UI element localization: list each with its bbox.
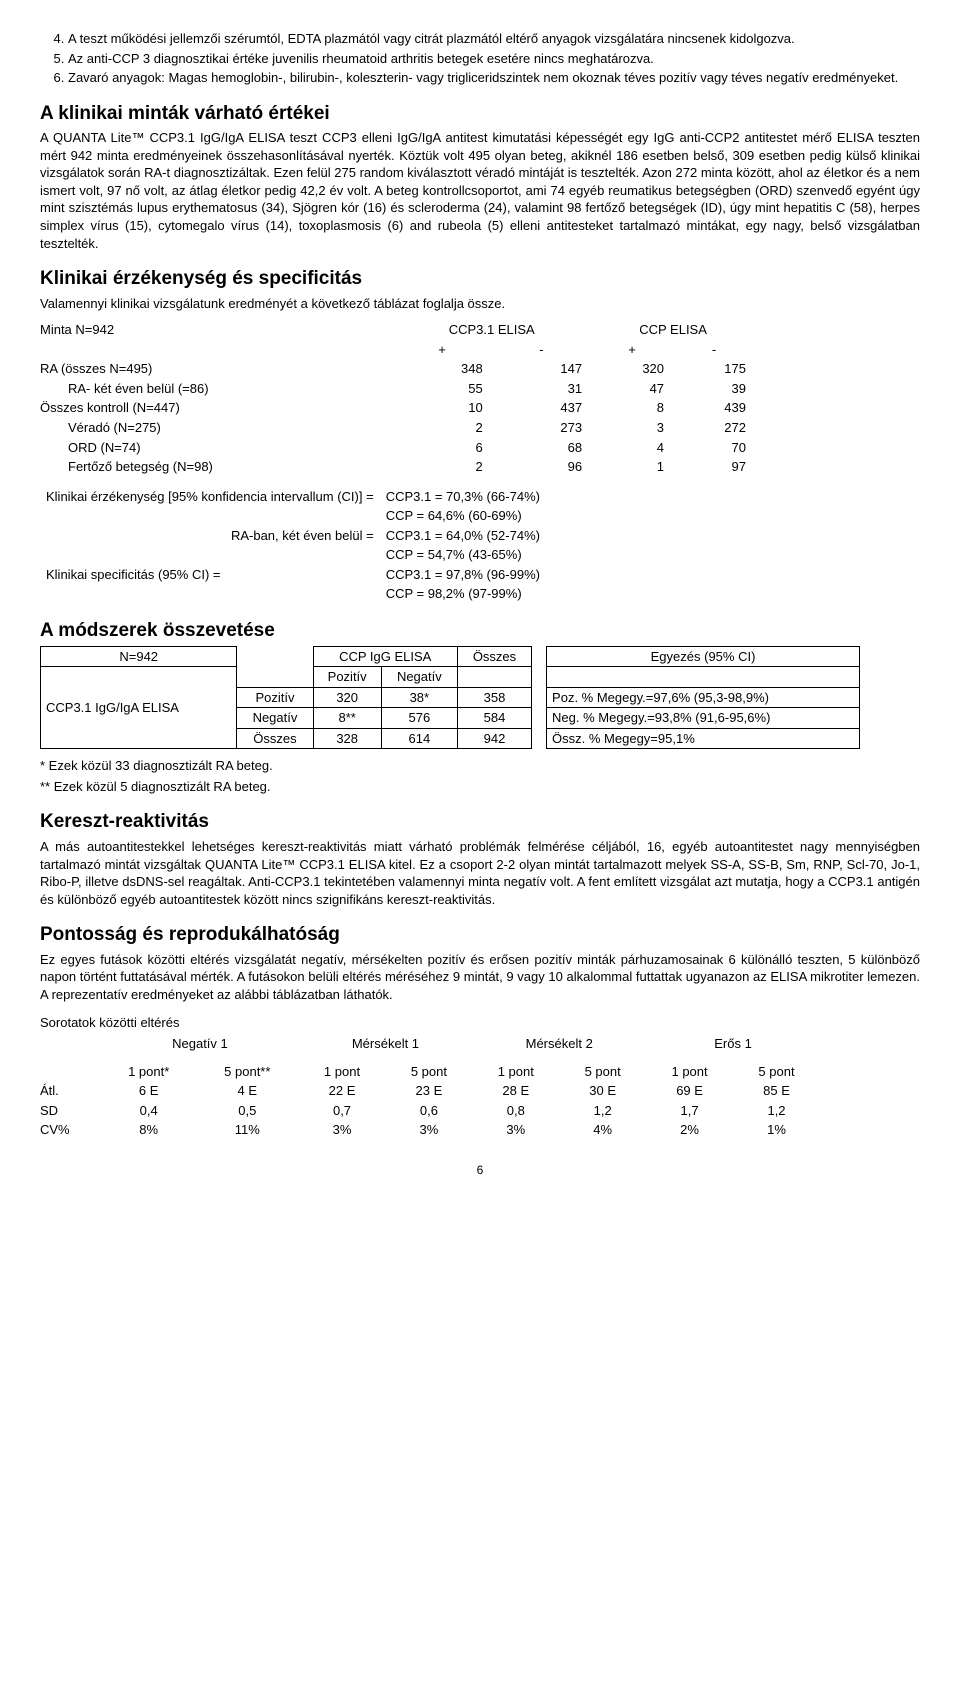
page-number: 6 [40,1162,920,1178]
note-6: Zavaró anyagok: Magas hemoglobin-, bilir… [68,69,920,87]
method-footnote-1: * Ezek közül 33 diagnosztizált RA beteg. [40,757,920,775]
plus2: + [596,340,678,360]
sens-col2: CCP ELISA [596,320,760,340]
sens-col0: Minta N=942 [40,320,397,340]
minus2: - [678,340,760,360]
sens-col1: CCP3.1 ELISA [397,320,596,340]
repro-row-sd: SD 0,4 0,5 0,7 0,6 0,8 1,2 1,7 1,2 [40,1101,820,1121]
note-5: Az anti-CCP 3 diagnosztikai értéke juven… [68,50,920,68]
sensitivity-title: Klinikai érzékenység és specificitás [40,266,920,292]
sens-row: Összes kontroll (N=447)104378439 [40,398,760,418]
method-footnote-2: ** Ezek közül 5 diagnosztizált RA beteg. [40,778,920,796]
sens-row: Véradó (N=275)22733272 [40,418,760,438]
sens-row: RA- két éven belül (=86)55314739 [40,379,760,399]
plus: + [397,340,496,360]
expected-values-title: A klinikai minták várható értékei [40,101,920,127]
sens-row: RA (összes N=495)348147320175 [40,359,760,379]
method-comparison-table: N=942 CCP IgG ELISA Összes Egyezés (95% … [40,646,860,750]
notes-list: A teszt működési jellemzői szérumtól, ED… [40,30,920,87]
sens-row: ORD (N=74)668470 [40,438,760,458]
sensitivity-table: Minta N=942 CCP3.1 ELISA CCP ELISA + - +… [40,320,760,476]
repro-row-cv: CV% 8% 11% 3% 3% 3% 4% 2% 1% [40,1120,820,1140]
sensitivity-intro: Valamennyi klinikai vizsgálatunk eredmén… [40,295,920,313]
sens-row: Fertőző betegség (N=98)296197 [40,457,760,477]
row-label: CCP3.1 IgG/IgA ELISA [41,667,237,749]
repro-table: Negatív 1 Mérsékelt 1 Mérsékelt 2 Erős 1… [40,1034,820,1140]
reproducibility-body: Ez egyes futások közötti eltérés vizsgál… [40,951,920,1004]
method-comparison-title: A módszerek összevetése [40,618,920,644]
minus: - [497,340,596,360]
cross-reactivity-title: Kereszt-reaktivitás [40,809,920,835]
repro-subtitle: Sorotatok közötti eltérés [40,1014,920,1032]
note-4: A teszt működési jellemzői szérumtól, ED… [68,30,920,48]
repro-row-atl: Átl. 6 E 4 E 22 E 23 E 28 E 30 E 69 E 85… [40,1081,820,1101]
reproducibility-title: Pontosság és reprodukálhatóság [40,922,920,948]
cross-reactivity-body: A más autoantitestekkel lehetséges keres… [40,838,920,908]
expected-values-body: A QUANTA Lite™ CCP3.1 IgG/IgA ELISA tesz… [40,129,920,252]
sensitivity-stats: Klinikai érzékenység [95% konfidencia in… [40,487,546,604]
